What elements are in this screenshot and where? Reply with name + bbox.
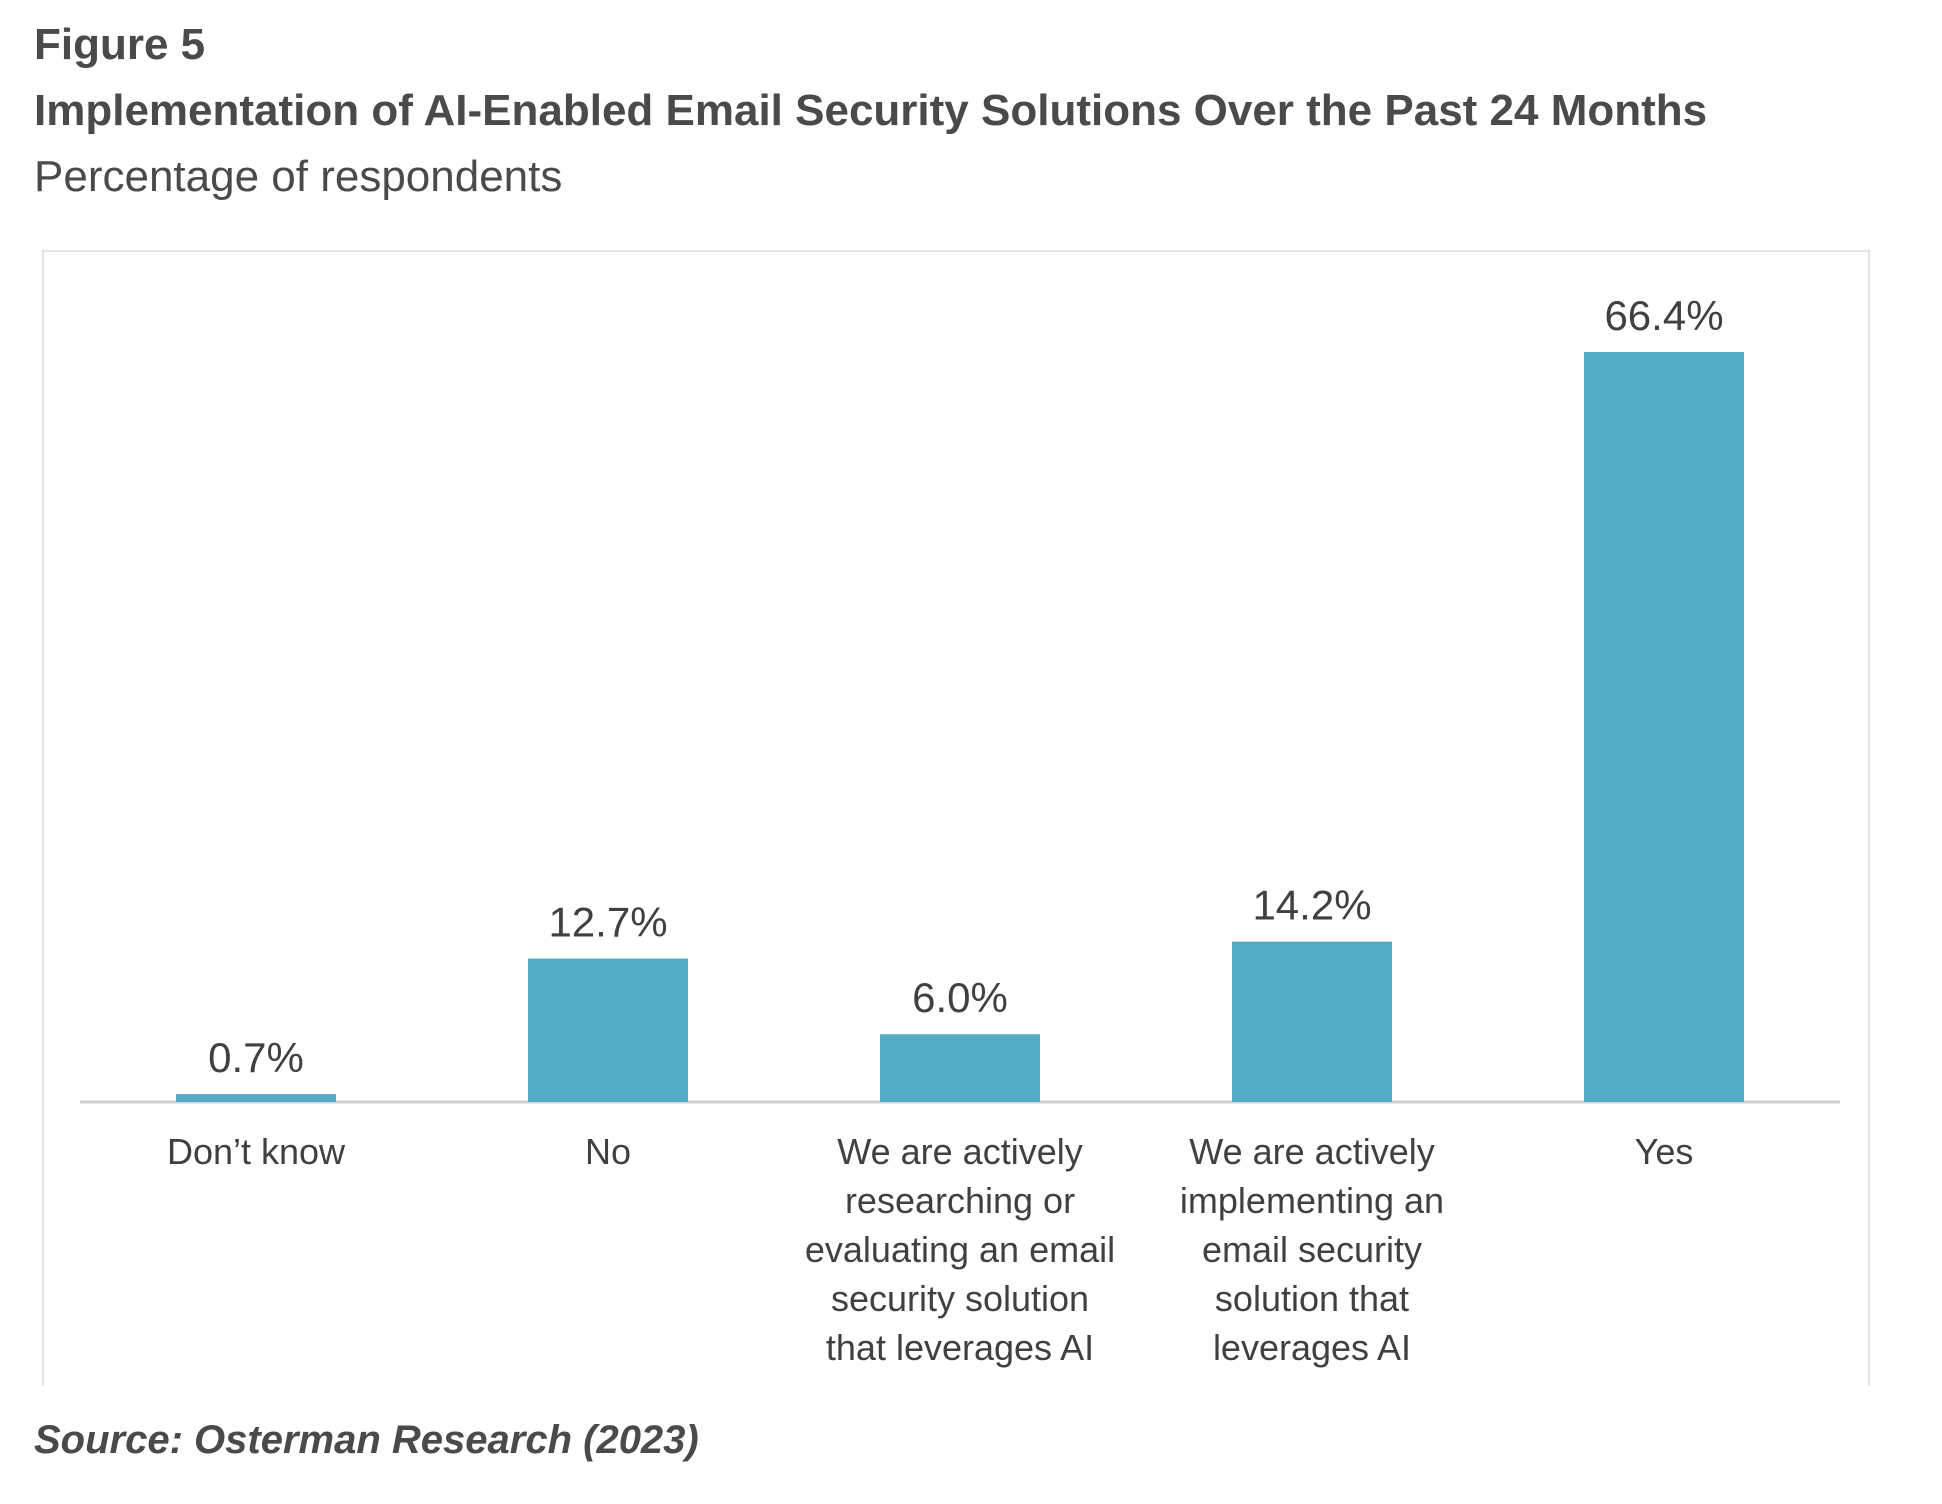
category-label-2: We are actively researching or evaluating … bbox=[805, 1131, 1115, 1368]
category-label-4: Yes bbox=[1635, 1131, 1694, 1172]
bar-2 bbox=[880, 1034, 1040, 1102]
bar-0 bbox=[176, 1094, 336, 1102]
category-label-line: No bbox=[585, 1131, 631, 1172]
value-label-0: 0.7% bbox=[208, 1034, 304, 1081]
category-label-line: We are actively bbox=[1189, 1131, 1434, 1172]
category-label-line: implementing an bbox=[1180, 1180, 1444, 1221]
category-label-line: researching or bbox=[845, 1180, 1075, 1221]
category-label-line: security solution bbox=[831, 1278, 1089, 1319]
category-label-line: evaluating an email bbox=[805, 1229, 1115, 1270]
category-label-line: We are actively bbox=[837, 1131, 1082, 1172]
bar-3 bbox=[1232, 941, 1392, 1102]
value-label-2: 6.0% bbox=[912, 974, 1008, 1021]
bar-chart: 0.7% 12.7% 6.0% 14.2% 66.4% Don’t know No We a… bbox=[80, 292, 1840, 1368]
chart-title: Implementation of AI-Enabled Email Secur… bbox=[34, 86, 1708, 135]
bar-4 bbox=[1584, 352, 1744, 1102]
chart-subtitle: Percentage of respondents bbox=[34, 152, 563, 201]
figure-label: Figure 5 bbox=[34, 20, 206, 69]
bars-group bbox=[176, 352, 1744, 1102]
category-label-line: Don’t know bbox=[167, 1131, 346, 1172]
value-label-4: 66.4% bbox=[1604, 292, 1723, 339]
category-labels-group: Don’t know No We are actively researching o… bbox=[167, 1131, 1693, 1368]
category-label-line: leverages AI bbox=[1213, 1327, 1411, 1368]
category-label-0: Don’t know bbox=[167, 1131, 346, 1172]
category-label-line: email security bbox=[1202, 1229, 1422, 1270]
category-label-line: solution that bbox=[1215, 1278, 1409, 1319]
category-label-1: No bbox=[585, 1131, 631, 1172]
value-labels-group: 0.7% 12.7% 6.0% 14.2% 66.4% bbox=[208, 292, 1723, 1081]
category-label-line: that leverages AI bbox=[826, 1327, 1094, 1368]
category-label-3: We are actively implementing an email secu… bbox=[1180, 1131, 1444, 1368]
bar-1 bbox=[528, 958, 688, 1102]
category-label-line: Yes bbox=[1635, 1131, 1694, 1172]
source-note: Source: Osterman Research (2023) bbox=[34, 1418, 699, 1462]
value-label-3: 14.2% bbox=[1252, 882, 1371, 929]
value-label-1: 12.7% bbox=[548, 899, 667, 946]
chart-frame bbox=[42, 250, 1870, 1386]
